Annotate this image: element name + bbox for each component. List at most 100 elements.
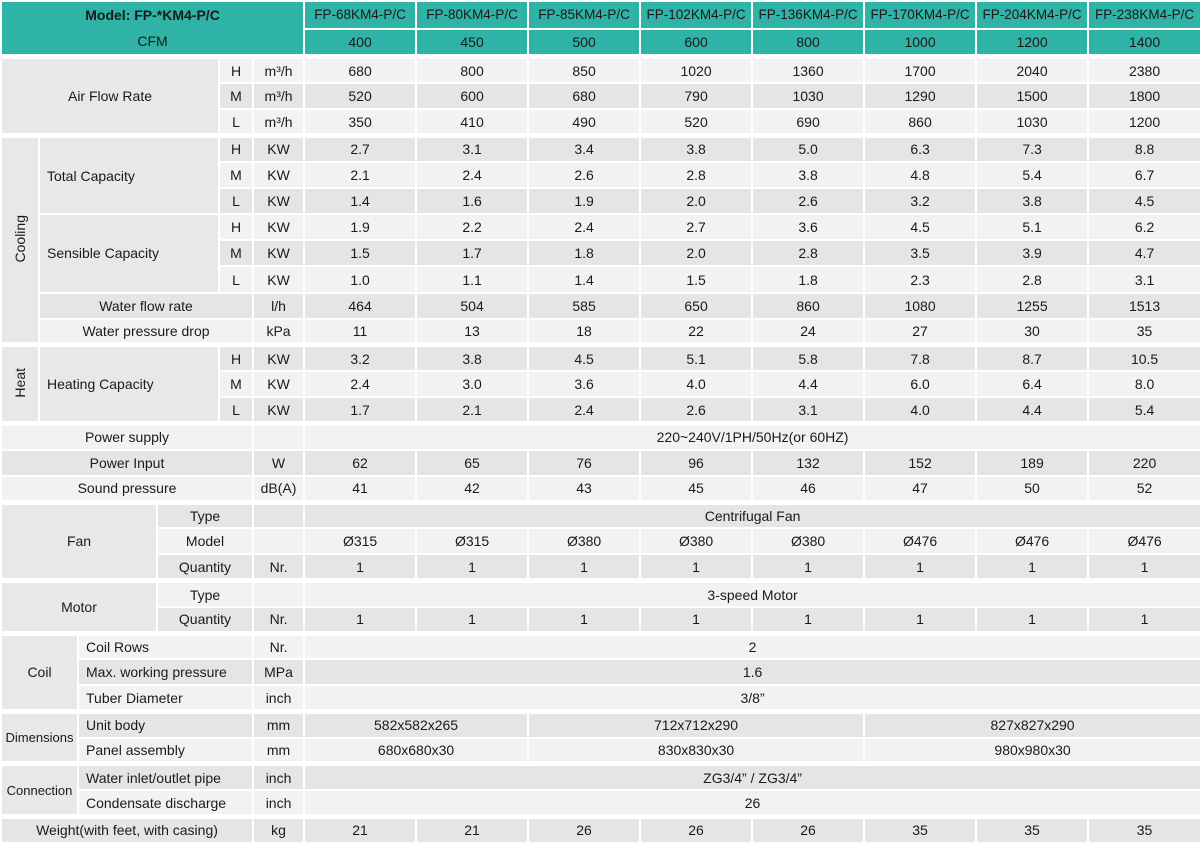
water-pressure-drop-row: Water pressure drop kPa 11 13 18 22 24 2…: [1, 317, 1200, 346]
value-cell: 47: [863, 474, 978, 504]
value-cell: 2.6: [527, 160, 642, 189]
value-cell: 6.3: [863, 132, 978, 163]
unit-label: KW: [251, 370, 306, 399]
power-input-label: Power Input: [0, 448, 254, 477]
power-input-row: Power Input W 62 65 76 96 132 152 189 22…: [0, 448, 1200, 477]
fan-group-label: Fan: [0, 499, 158, 582]
cooling-group-label: Cooling: [0, 132, 40, 346]
cfm-value: 600: [639, 27, 754, 58]
value-cell: 3.8: [975, 186, 1090, 216]
value-cell: 7.8: [863, 342, 978, 373]
unit-label: Nr.: [251, 553, 306, 582]
sensible-capacity-l-row: L KW 1.0 1.1 1.4 1.5 1.8 2.3 2.8 3.1: [1, 265, 1200, 294]
value-cell: 52: [1087, 474, 1200, 504]
value-cell: 8.7: [975, 342, 1090, 373]
unit-label: dB(A): [251, 474, 306, 504]
value-cell: 24: [751, 317, 866, 346]
max-working-pressure-row: Max. working pressure MPa 1.6: [1, 658, 1200, 687]
value-cell: 1: [1087, 553, 1200, 582]
value-cell: 10.5: [1087, 342, 1200, 373]
value-cell: 2.7: [303, 132, 418, 163]
panel-assembly-value: 830x830x30: [527, 736, 866, 765]
unit-label: m³/h: [251, 108, 306, 137]
value-cell: 504: [415, 291, 530, 320]
value-cell: 1: [751, 553, 866, 582]
value-cell: 860: [863, 108, 978, 137]
value-cell: 1.0: [303, 265, 418, 294]
value-cell: 43: [527, 474, 642, 504]
value-cell: 1.1: [415, 265, 530, 294]
unit-label: mm: [251, 709, 306, 739]
value-cell: 600: [415, 82, 530, 111]
speed-label: M: [218, 82, 254, 111]
value-cell: 13: [415, 317, 530, 346]
value-cell: 2.1: [303, 160, 418, 189]
model-column-header: FP-238KM4-P/C: [1087, 0, 1200, 30]
motor-type-value: 3-speed Motor: [303, 578, 1200, 608]
unit-label: KW: [251, 132, 306, 163]
value-cell: 42: [415, 474, 530, 504]
unit-body-label: Unit body: [77, 709, 254, 739]
power-supply-label: Power supply: [0, 421, 254, 451]
value-cell: 2.8: [751, 239, 866, 268]
value-cell: 26: [639, 813, 754, 844]
value-cell: 4.7: [1087, 239, 1200, 268]
value-cell: 3.4: [527, 132, 642, 163]
value-cell: 220: [1087, 448, 1200, 477]
value-cell: 2.7: [639, 213, 754, 242]
unit-label: KW: [251, 160, 306, 189]
water-flow-rate-label: Water flow rate: [38, 291, 254, 320]
value-cell: 1: [639, 605, 754, 635]
value-cell: 2.4: [527, 213, 642, 242]
value-cell: 2.1: [415, 396, 530, 425]
value-cell: 1030: [751, 82, 866, 111]
condensate-discharge-label: Condensate discharge: [77, 789, 254, 818]
value-cell: 132: [751, 448, 866, 477]
cfm-value: 1000: [863, 27, 978, 58]
unit-label: KW: [251, 186, 306, 216]
value-cell: 96: [639, 448, 754, 477]
unit-label: W: [251, 448, 306, 477]
dimensions-group-label: Dimensions: [0, 709, 79, 765]
value-cell: 5.1: [639, 342, 754, 373]
cfm-value: 500: [527, 27, 642, 58]
unit-label: Nr.: [251, 630, 306, 661]
coil-rows-label: Coil Rows: [77, 630, 254, 661]
speed-label: M: [218, 239, 254, 268]
tuber-diameter-value: 3/8”: [303, 684, 1200, 713]
unit-label: KW: [251, 213, 306, 242]
max-working-pressure-label: Max. working pressure: [77, 658, 254, 687]
unit-label: [251, 499, 306, 530]
value-cell: 5.0: [751, 132, 866, 163]
fan-type-label: Type: [156, 499, 254, 530]
value-cell: 11: [303, 317, 418, 346]
value-cell: 2.0: [639, 186, 754, 216]
value-cell: 2.8: [975, 265, 1090, 294]
value-cell: 8.0: [1087, 370, 1200, 399]
value-cell: 464: [303, 291, 418, 320]
value-cell: 189: [975, 448, 1090, 477]
value-cell: 4.0: [639, 370, 754, 399]
value-cell: 6.4: [975, 370, 1090, 399]
value-cell: 680: [303, 54, 418, 85]
power-supply-row: Power supply 220~240V/1PH/50Hz(or 60HZ): [0, 421, 1200, 451]
value-cell: Ø380: [639, 527, 754, 556]
value-cell: 3.2: [303, 342, 418, 373]
value-cell: 1513: [1087, 291, 1200, 320]
unit-label: inch: [251, 761, 306, 792]
value-cell: 35: [1087, 813, 1200, 844]
value-cell: 2.4: [527, 396, 642, 425]
speed-label: L: [218, 396, 254, 425]
value-cell: 350: [303, 108, 418, 137]
value-cell: 7.3: [975, 132, 1090, 163]
cfm-value: 1200: [975, 27, 1090, 58]
value-cell: 5.8: [751, 342, 866, 373]
model-column-header: FP-102KM4-P/C: [639, 0, 754, 30]
value-cell: 1.8: [751, 265, 866, 294]
motor-quantity-row: Quantity Nr. 1 1 1 1 1 1 1 1: [1, 605, 1200, 635]
model-header-label: Model: FP-*KM4-P/C: [85, 7, 220, 24]
value-cell: 1: [527, 553, 642, 582]
value-cell: 2.2: [415, 213, 530, 242]
tuber-diameter-label: Tuber Diameter: [77, 684, 254, 713]
unit-label: l/h: [251, 291, 306, 320]
